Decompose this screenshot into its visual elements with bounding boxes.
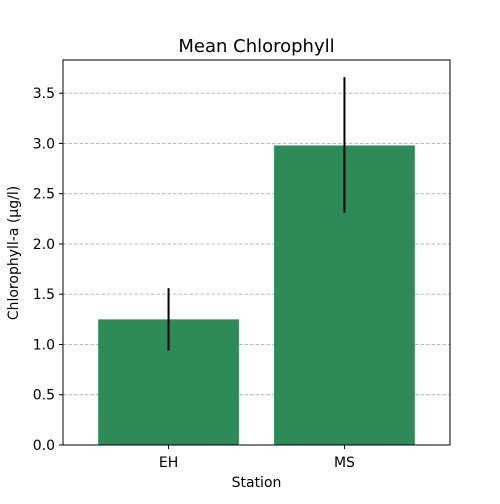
y-tick-label: 3.0 [33, 136, 55, 152]
chart-title: Mean Chlorophyll [178, 36, 334, 57]
y-tick-label: 1.5 [33, 287, 55, 303]
x-tick-label-eh: EH [159, 455, 178, 471]
error-bars [167, 77, 346, 351]
y-tick-label: 2.5 [33, 187, 55, 203]
y-tick-label: 2.0 [33, 237, 55, 253]
axes: 0.0 0.5 1.0 1.5 2.0 2.5 3.0 3.5 EH MS [33, 59, 451, 471]
y-tick-label: 0.5 [33, 388, 55, 404]
y-axis-label: Chlorophyll-a (µg/l) [6, 186, 22, 320]
y-tick-label: 3.5 [33, 86, 55, 102]
y-tick-label: 1.0 [33, 337, 55, 353]
x-tick-label-ms: MS [334, 455, 355, 471]
plot-frame [62, 59, 451, 446]
y-tick-label: 0.0 [33, 438, 55, 454]
bars [98, 145, 415, 446]
x-axis-label: Station [232, 475, 282, 491]
